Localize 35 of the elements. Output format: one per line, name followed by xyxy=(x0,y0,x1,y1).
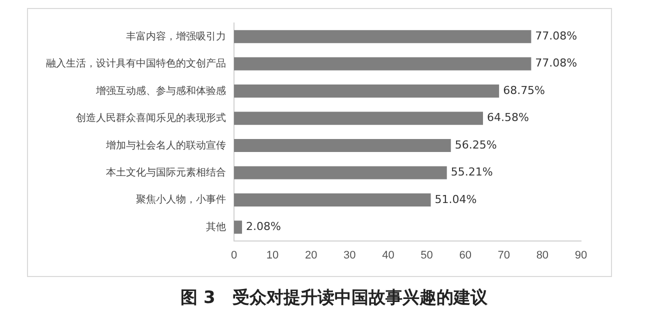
y-tick-label: 增加与社会名人的联动宣传 xyxy=(105,139,226,152)
bar xyxy=(234,138,451,152)
x-tick-label: 20 xyxy=(304,249,318,262)
y-tick-label: 本土文化与国际元素相结合 xyxy=(106,166,226,178)
bar xyxy=(234,112,483,125)
bar xyxy=(234,166,447,180)
data-label: 64.58% xyxy=(486,111,529,124)
text: 图 3 受众对提升读中国故事兴趣的建议 xyxy=(180,287,488,309)
y-tick-label: 创造人民群众喜闻乐见的表现形式 xyxy=(76,112,226,124)
bar xyxy=(234,84,500,98)
x-tick-label: 0 xyxy=(230,249,238,262)
bar xyxy=(234,57,532,70)
x-tick-label: 60 xyxy=(459,249,472,262)
y-tick-label: 增强互动感、参与感和体验感 xyxy=(95,84,226,97)
x-tick-label: 30 xyxy=(344,249,356,262)
y-tick-label: 聚焦小人物，小事件 xyxy=(136,194,226,206)
y-tick-label: 丰富内容，增强吸引力 xyxy=(126,30,226,42)
x-tick-label: 90 xyxy=(574,249,588,262)
data-label: 56.25% xyxy=(454,138,497,152)
y-tick-label: 其他 xyxy=(206,220,226,233)
bar xyxy=(234,220,242,234)
data-label: 51.04% xyxy=(434,192,477,206)
data-label: 55.21% xyxy=(450,166,493,179)
bar xyxy=(234,193,431,206)
bar xyxy=(234,30,532,44)
data-label: 2.08% xyxy=(246,220,281,234)
y-tick-label: 融入生活，设计具有中国特色的文创产品 xyxy=(46,58,226,70)
x-tick-label: 70 xyxy=(498,249,510,262)
x-tick-label: 80 xyxy=(536,249,549,262)
x-tick-label: 10 xyxy=(266,249,279,262)
data-label: 68.75% xyxy=(503,84,546,97)
data-label: 77.08% xyxy=(535,29,578,42)
x-tick-label: 40 xyxy=(382,249,394,262)
x-tick-label: 50 xyxy=(420,249,433,262)
data-label: 77.08% xyxy=(535,56,578,70)
